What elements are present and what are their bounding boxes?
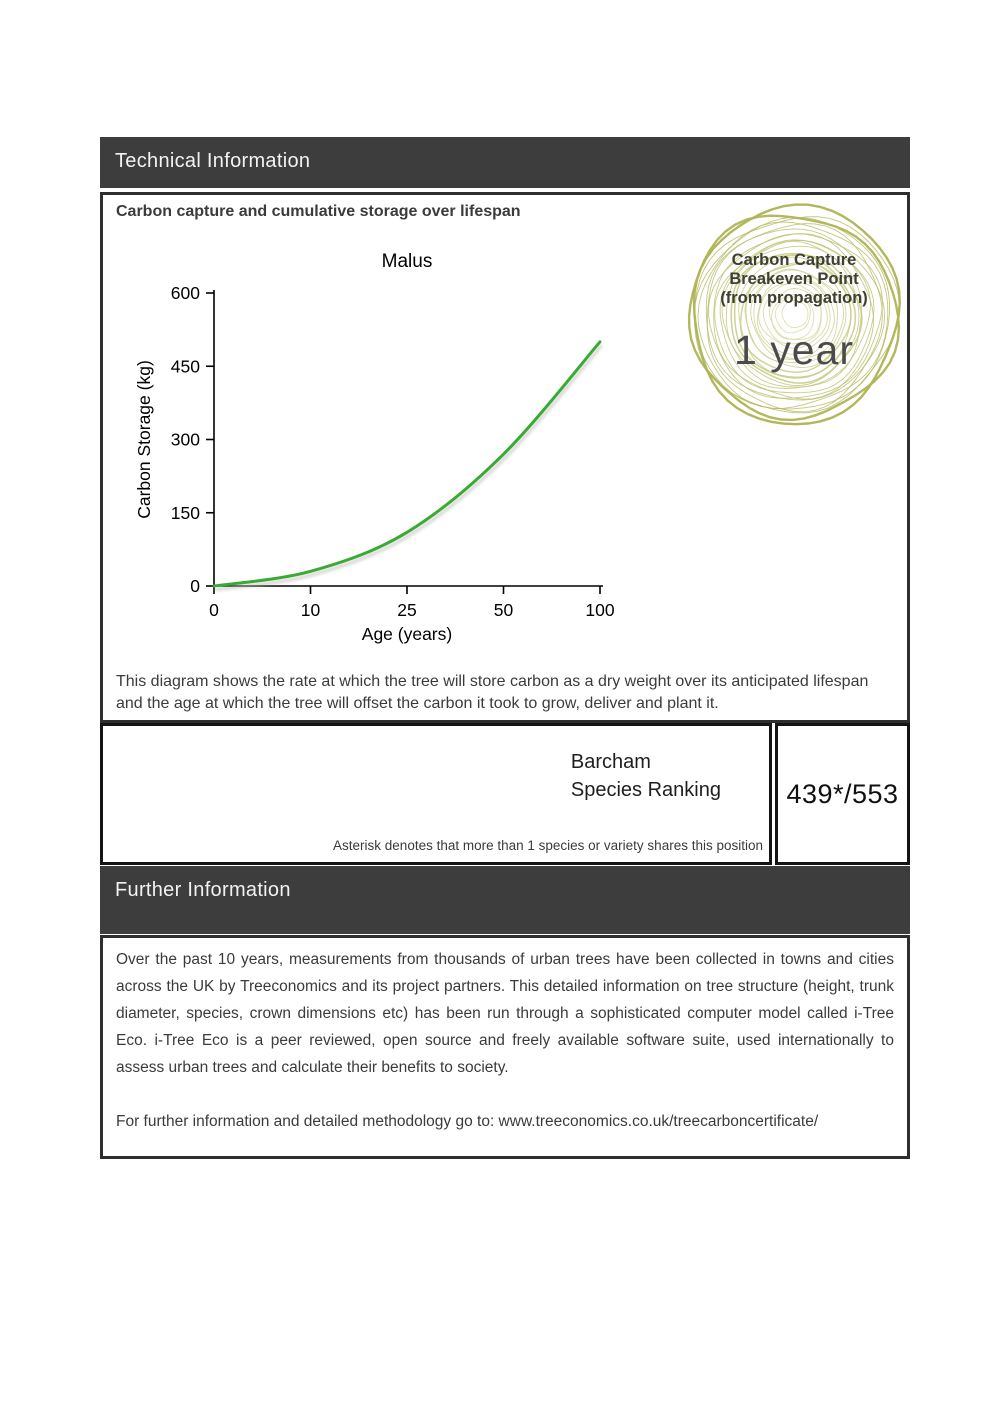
chart-subtitle: Carbon capture and cumulative storage ov… xyxy=(116,203,521,220)
chart-section-box: Carbon capture and cumulative storage ov… xyxy=(100,192,910,723)
svg-text:Malus: Malus xyxy=(382,251,433,272)
carbon-storage-curve xyxy=(212,340,602,588)
further-information-box: Over the past 10 years, measurements fro… xyxy=(100,935,910,1159)
asterisk-note: Asterisk denotes that more than 1 specie… xyxy=(333,838,763,853)
breakeven-badge: Carbon Capture Breakeven Point (from pro… xyxy=(679,199,909,433)
svg-text:10: 10 xyxy=(301,600,321,620)
chart-labels: 0 150 300 450 600 0 10 25 50 100 Malus Age (years) C… xyxy=(134,251,615,644)
methodology-link-line: For further information and detailed met… xyxy=(116,1113,819,1130)
svg-text:25: 25 xyxy=(397,600,416,620)
svg-text:Carbon Storage (kg): Carbon Storage (kg) xyxy=(134,360,154,519)
svg-text:150: 150 xyxy=(171,503,200,523)
breakeven-label-line3: (from propagation) xyxy=(720,289,868,307)
chart-axes xyxy=(206,290,603,594)
breakeven-badge-label: Carbon Capture Breakeven Point (from pro… xyxy=(679,251,909,308)
species-ranking-box: Barcham Species Ranking Asterisk denotes… xyxy=(100,723,772,865)
svg-text:0: 0 xyxy=(209,600,219,620)
svg-text:50: 50 xyxy=(494,600,514,620)
svg-text:450: 450 xyxy=(171,356,200,376)
carbon-storage-chart: 0 150 300 450 600 0 10 25 50 100 Malus Age (years) C… xyxy=(134,251,615,644)
ranking-label-line2: Species Ranking xyxy=(570,779,721,801)
ranking-value: 439*/553 xyxy=(786,778,899,809)
svg-text:Age (years): Age (years) xyxy=(362,624,452,644)
further-information-header: Further Information xyxy=(100,866,910,934)
breakeven-label-line2: Breakeven Point xyxy=(729,270,859,288)
tree-rings-icon xyxy=(687,203,902,426)
svg-text:300: 300 xyxy=(171,430,200,450)
svg-text:100: 100 xyxy=(585,600,614,620)
curve-shadow xyxy=(215,344,604,592)
technical-information-title: Technical Information xyxy=(115,150,311,172)
ranking-label-line1: Barcham xyxy=(570,751,651,773)
further-information-title: Further Information xyxy=(115,879,291,901)
further-information-paragraph: Over the past 10 years, measurements fro… xyxy=(116,951,894,1076)
svg-text:600: 600 xyxy=(171,283,200,303)
technical-information-header: Technical Information xyxy=(100,137,910,188)
breakeven-label-line1: Carbon Capture xyxy=(731,251,857,269)
ranking-value-box: 439*/553 xyxy=(775,723,910,865)
svg-text:0: 0 xyxy=(190,576,200,596)
breakeven-value: 1 year xyxy=(734,327,854,373)
chart-description: This diagram shows the rate at which the… xyxy=(116,673,869,712)
species-ranking-label: Barcham Species Ranking xyxy=(571,748,721,804)
